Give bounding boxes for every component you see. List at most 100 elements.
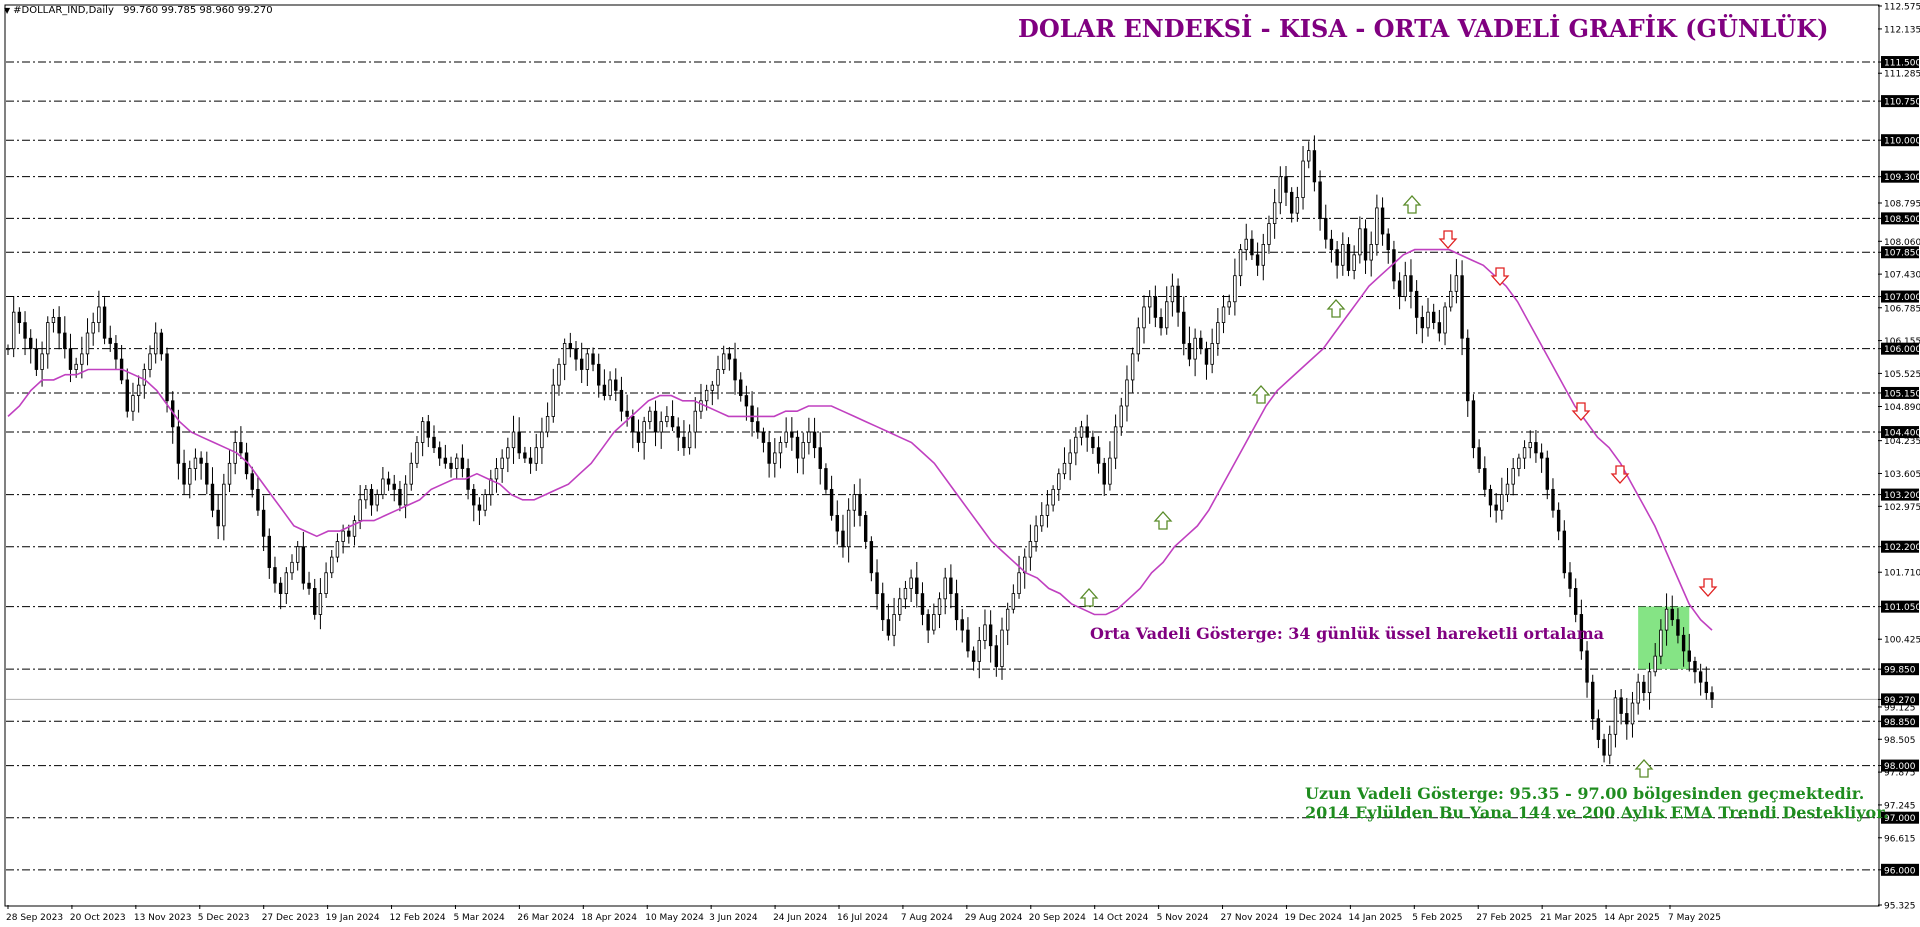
down-arrow-icon	[1490, 267, 1510, 286]
candle-body	[97, 306, 101, 324]
candle-body	[1341, 244, 1345, 266]
candle-body	[778, 442, 783, 454]
candle-body	[1380, 207, 1385, 235]
x-tick-label: 7 May 2025	[1668, 913, 1721, 923]
candle-body	[375, 494, 379, 506]
x-tick-label: 16 Jul 2024	[837, 913, 888, 923]
chart-frame	[4, 4, 1880, 907]
candle-body	[313, 587, 317, 615]
signal-arrows	[1079, 195, 1718, 778]
candle-body	[307, 582, 311, 589]
y-tick-label: 107.000	[1884, 293, 1920, 303]
candle-body	[852, 494, 857, 511]
candle-body	[1187, 343, 1192, 360]
candle-body	[250, 473, 254, 490]
x-tick-label: 7 Aug 2024	[901, 913, 953, 923]
price-label-box	[1881, 715, 1919, 728]
candle-body	[1102, 462, 1106, 485]
candle-body	[1437, 322, 1442, 334]
candle-body	[386, 478, 391, 485]
candle-body	[1096, 447, 1101, 464]
candle-body	[1449, 290, 1453, 308]
x-tick-label: 14 Jan 2025	[1348, 913, 1402, 923]
candle-body	[142, 369, 147, 386]
candle-body	[210, 483, 215, 511]
candle-body	[540, 431, 544, 449]
candle-body	[1199, 337, 1203, 350]
y-tick-label: 96.000	[1884, 866, 1916, 876]
candle-body	[1539, 452, 1544, 459]
candle-body	[1147, 296, 1152, 308]
candle-body	[1386, 233, 1390, 251]
candle-body	[40, 353, 44, 370]
candle-body	[1613, 697, 1618, 735]
candle-body	[545, 416, 550, 433]
y-tick-label: 99.125	[1884, 703, 1916, 713]
candle-body	[278, 582, 283, 595]
candle-body	[443, 457, 448, 464]
candle-body	[704, 389, 709, 402]
candle-body	[1687, 650, 1691, 662]
candle-body	[665, 416, 669, 423]
candle-body	[1562, 530, 1567, 574]
candle-body	[295, 546, 300, 563]
candle-body	[1289, 191, 1294, 214]
up-arrow-icon	[1402, 195, 1422, 214]
candle-body	[1068, 452, 1072, 464]
candle-body	[290, 561, 294, 574]
candle-body	[1005, 608, 1010, 631]
candle-body	[858, 494, 862, 516]
candle-body	[1403, 275, 1407, 297]
y-tick-label: 98.505	[1884, 736, 1916, 746]
dropdown-triangle-icon[interactable]: ▼	[4, 6, 11, 15]
candle-body	[1272, 202, 1277, 224]
candle-body	[710, 384, 715, 391]
candle-body	[165, 353, 169, 402]
candles	[6, 135, 1714, 765]
y-tick-label: 107.850	[1884, 249, 1920, 259]
y-tick-label: 106.155	[1884, 337, 1920, 347]
candle-body	[875, 572, 879, 595]
candle-body	[1664, 608, 1669, 631]
candle-body	[954, 593, 959, 621]
down-arrow-icon	[1438, 230, 1458, 249]
candle-body	[1608, 733, 1612, 756]
candle-body	[1130, 353, 1135, 381]
candle-body	[653, 410, 658, 433]
candle-body	[648, 410, 652, 423]
candle-body	[1397, 280, 1402, 297]
x-tick-label: 26 Mar 2024	[517, 913, 574, 923]
candle-body	[1630, 702, 1635, 725]
candle-body	[892, 614, 896, 636]
candle-body	[1278, 176, 1283, 204]
candle-body	[915, 577, 919, 595]
candle-body	[131, 395, 135, 412]
candle-body	[988, 624, 993, 647]
candle-body	[1642, 681, 1646, 694]
y-tick-label: 109.300	[1884, 173, 1920, 183]
candle-body	[869, 541, 874, 574]
candle-body	[1261, 244, 1265, 266]
candle-body	[949, 577, 953, 595]
x-axis: 28 Sep 2023 20 Oct 2023 13 Nov 2023 5 Dec 2…	[6, 905, 1721, 923]
y-tick-label: 99.850	[1884, 666, 1916, 676]
candle-body	[937, 598, 942, 615]
candle-body	[676, 426, 680, 438]
up-arrow-icon	[1634, 759, 1654, 778]
candle-body	[812, 431, 817, 449]
candle-body	[1591, 681, 1595, 720]
y-tick-label: 103.605	[1884, 470, 1920, 480]
candle-body	[256, 488, 260, 511]
candle-body	[1426, 311, 1430, 329]
candle-body	[1545, 457, 1549, 490]
candle-body	[1182, 311, 1186, 344]
candle-body	[455, 457, 459, 469]
candle-body	[960, 619, 964, 631]
candle-body	[1307, 150, 1311, 162]
candle-body	[591, 353, 595, 365]
candle-body	[409, 462, 413, 485]
candle-body	[1659, 629, 1663, 657]
candle-body	[744, 395, 749, 407]
